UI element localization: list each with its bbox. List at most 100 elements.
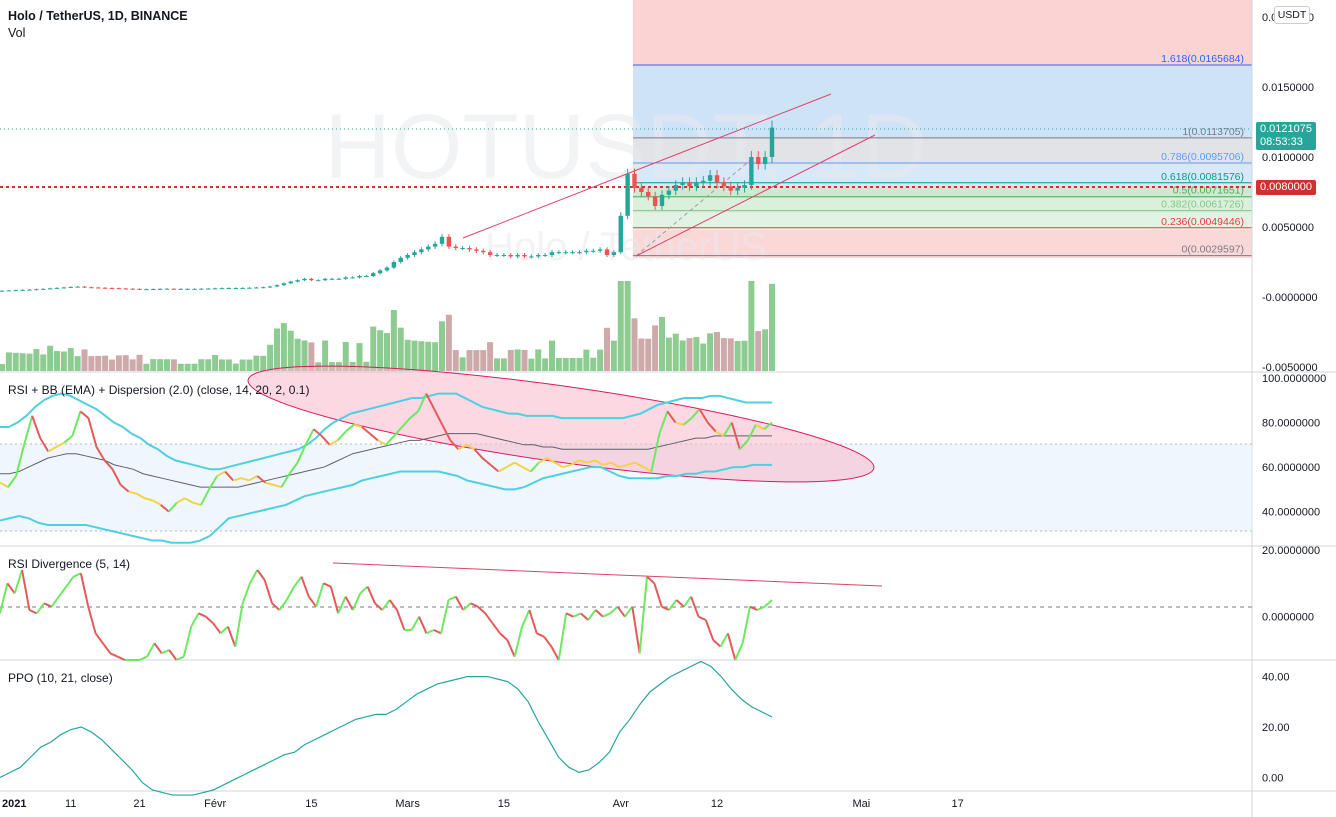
candle-body: [549, 252, 555, 255]
volume-bar: [555, 357, 562, 371]
rsi-segment: [602, 461, 612, 466]
candle-body: [41, 288, 46, 290]
rsi-tick-label: 100.0000000: [1262, 373, 1326, 385]
price-tick-label: 0.0100000: [1262, 152, 1314, 164]
watermark-name: Holo / TetherUS: [485, 225, 767, 269]
time-tick-label: 2021: [2, 798, 26, 810]
candle-body: [54, 287, 60, 289]
rsi-div-segment: [631, 606, 641, 654]
time-axis[interactable]: 2021 11 21 Févr 15 Mars 15 Avr 12 Mai 17: [2, 798, 964, 810]
candle-body: [357, 276, 362, 278]
rsi-bb-pane-label: RSI + BB (EMA) + Dispersion (2.0) (close…: [8, 383, 310, 397]
volume-bar: [652, 325, 659, 371]
candle-body: [123, 288, 128, 290]
volume-bar: [294, 338, 301, 371]
volume-bar: [157, 359, 164, 371]
candlestick-series[interactable]: [0, 120, 775, 292]
candle-body: [199, 288, 204, 290]
rsi-segment: [95, 446, 106, 461]
candle-body: [687, 182, 692, 187]
volume-bar: [5, 352, 12, 371]
rsi-div-segment: [756, 605, 766, 611]
volume-bar: [487, 342, 494, 371]
candle-body: [157, 288, 163, 290]
candle-body: [171, 288, 177, 290]
volume-bar: [205, 359, 212, 371]
candle-body: [281, 283, 287, 286]
rsi-divergence-series[interactable]: [0, 569, 773, 661]
volume-bar: [390, 309, 397, 371]
time-tick-label: Mai: [853, 798, 871, 810]
channel-mid-line[interactable]: [635, 157, 754, 257]
volume-bar: [604, 327, 610, 371]
rsi-highlight-ellipse[interactable]: [243, 342, 879, 505]
candle-body: [474, 249, 479, 251]
time-tick-label: 15: [498, 798, 510, 810]
rsi-segment: [586, 459, 596, 464]
price-tick-label: -0.0050000: [1262, 362, 1318, 374]
candle-body: [412, 252, 417, 255]
rsi-segment: [152, 499, 162, 506]
rsi-div-segment: [521, 609, 531, 628]
rsi-div-segment: [139, 655, 148, 661]
rsi-div-trendline[interactable]: [332, 562, 883, 587]
volume-bar: [198, 359, 205, 371]
rsi-segment: [626, 461, 636, 466]
fib-zone-lightblue: [633, 165, 1252, 186]
candle-body: [563, 252, 568, 254]
fibonacci-retracement[interactable]: 1.618(0.0165684) 1(0.0113705) 0.786(0.0095…: [633, 53, 1252, 257]
rsi-segment: [425, 393, 436, 410]
volume-series[interactable]: [0, 281, 775, 371]
time-tick-label: Févr: [204, 798, 226, 810]
candle-body: [364, 276, 369, 277]
volume-bar: [0, 364, 5, 371]
rsi-segment: [256, 475, 267, 484]
volume-bar: [439, 321, 445, 371]
last-price-tag: 0.0121075 08:53:33: [1256, 122, 1316, 150]
volume-bar: [287, 330, 294, 371]
currency-badge[interactable]: USDT: [1274, 6, 1310, 24]
fib-zone-green-light: [633, 213, 1252, 230]
candle-body: [481, 250, 486, 253]
candle-body: [611, 252, 617, 255]
rsi-div-segment: [65, 576, 75, 588]
rsi-segment: [634, 461, 644, 468]
candle-body: [130, 288, 135, 290]
rsi-bb-series[interactable]: [0, 392, 773, 544]
candle-body: [618, 215, 623, 253]
candle-body: [591, 250, 596, 252]
rsi-segment: [216, 470, 226, 477]
rsi-segment: [200, 488, 210, 506]
rsi-segment: [554, 461, 564, 468]
rsi-div-segment: [426, 629, 435, 635]
channel-upper-line[interactable]: [462, 93, 832, 239]
rsi-segment: [722, 422, 733, 437]
rsi-segment: [7, 475, 17, 488]
volume-bar: [308, 342, 315, 371]
candle-body: [501, 255, 507, 256]
volume-bar: [562, 357, 569, 371]
rsi-div-segment: [293, 576, 303, 588]
rsi-tick-label: 60.0000000: [1262, 462, 1320, 474]
volume-bar: [569, 357, 576, 371]
volume-bar: [576, 357, 583, 371]
volume-bar: [507, 349, 514, 371]
rsi-div-segment: [499, 632, 508, 641]
volume-bar: [40, 354, 47, 371]
rsi-segment: [111, 468, 122, 486]
rsi-tick-label: 40.0000000: [1262, 507, 1320, 519]
channel-lower-line[interactable]: [635, 134, 876, 257]
candle-body: [522, 255, 527, 257]
candle-body: [261, 287, 266, 289]
ppo-series[interactable]: [0, 660, 773, 796]
rsi-div-segment: [351, 592, 362, 611]
rsi-div-segment: [528, 609, 538, 634]
rsi-div-segment: [359, 585, 369, 595]
rsi-segment: [15, 444, 26, 477]
time-tick-label: Mars: [395, 798, 420, 810]
rsi-div-segment: [602, 612, 611, 618]
rsi-div-segment: [712, 639, 722, 648]
rsi-div-segment: [87, 606, 97, 634]
candle-body: [219, 288, 225, 290]
